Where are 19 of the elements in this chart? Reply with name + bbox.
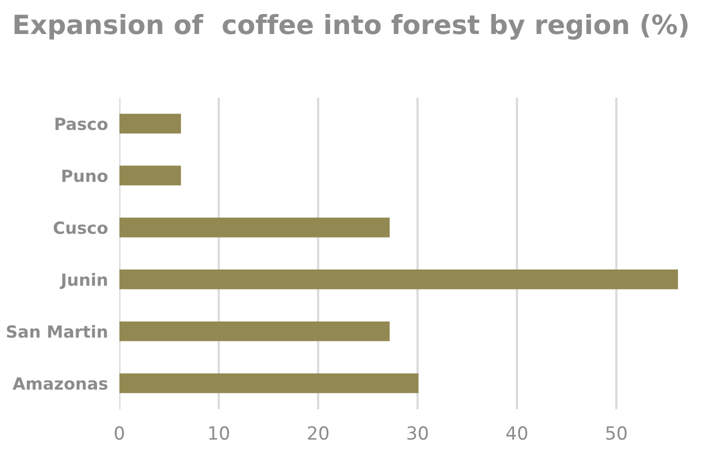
x-tick-label: 40 [506, 426, 528, 440]
bar [119, 270, 678, 290]
x-tick-label: 20 [308, 426, 328, 440]
y-tick-label: Pasco [55, 118, 108, 130]
x-tick-label: 0 [114, 426, 124, 440]
y-tick-label: Junin [60, 273, 107, 290]
y-tick-label: San Martin [6, 324, 107, 338]
bar [119, 166, 181, 186]
x-tick-label: 10 [209, 426, 230, 440]
y-tick-label: Amazonas [12, 377, 108, 390]
bar [119, 321, 390, 342]
bar [119, 218, 390, 238]
bar [119, 114, 181, 134]
x-tick-label: 50 [606, 426, 627, 440]
y-tick-label: Puno [62, 170, 108, 182]
chart-title: Expansion of coffee into forest by region (%) [14, 14, 688, 40]
x-tick-label: 30 [407, 426, 428, 440]
y-tick-label: Cusco [54, 221, 108, 234]
bar [119, 373, 419, 394]
